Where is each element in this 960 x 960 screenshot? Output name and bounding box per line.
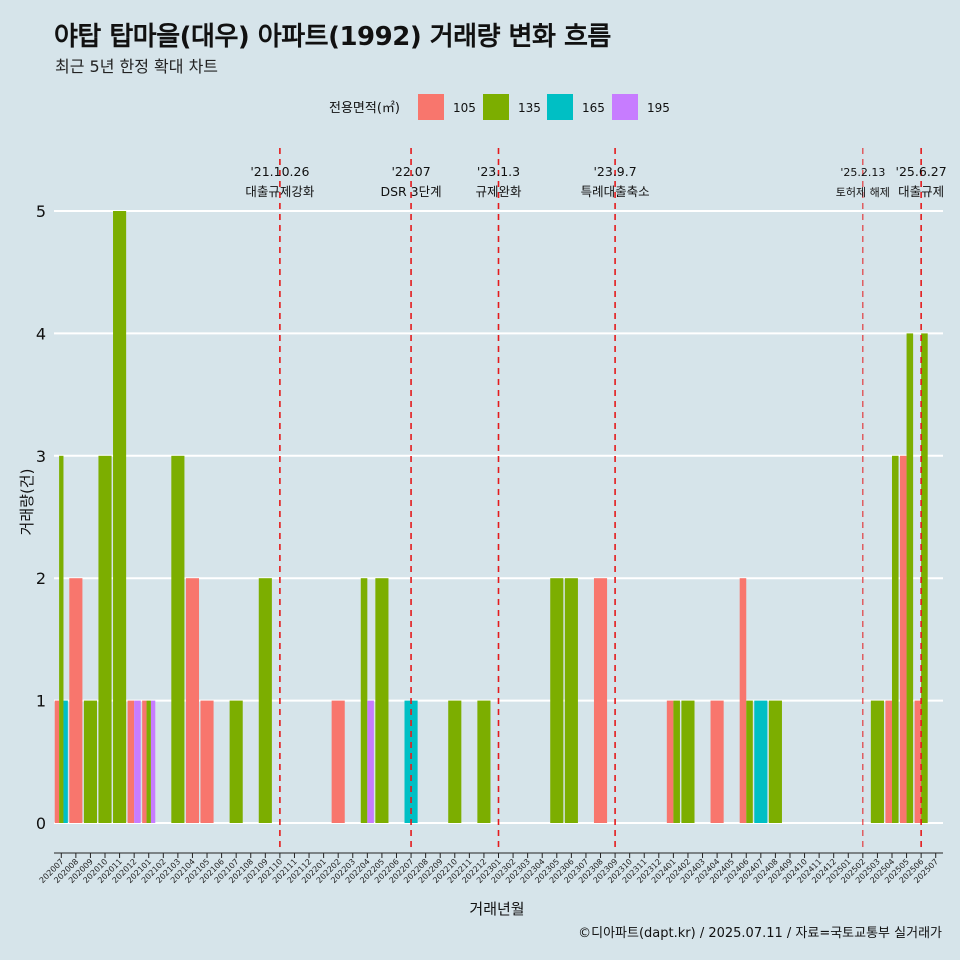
legend-label-105: 105 (453, 101, 476, 115)
bar-202210-135 (448, 700, 462, 823)
y-tick-label: 5 (36, 202, 46, 221)
bar-202306-135 (564, 578, 578, 823)
x-axis-label: 거래년월 (469, 900, 524, 918)
bar-202103-135 (171, 455, 185, 823)
event-date-label: '23.9.7 (593, 164, 636, 179)
y-tick-label: 0 (36, 814, 46, 833)
event-label: 대출규제 (898, 184, 944, 199)
bar-202407-165 (754, 700, 768, 823)
bar-202012-195 (134, 700, 141, 823)
bar-202202-105 (331, 700, 345, 823)
y-tick-label: 2 (36, 569, 46, 588)
bar-202012-105 (127, 700, 135, 823)
bar-202402-135 (681, 700, 695, 823)
bar-202007-105 (54, 700, 60, 823)
bar-202008-105 (69, 578, 83, 823)
bar-202011-135 (113, 211, 127, 823)
y-tick-label: 4 (36, 324, 46, 343)
legend-key-165 (547, 94, 573, 120)
event-label: 대출규제강화 (245, 184, 315, 199)
bar-202401-105 (666, 700, 674, 823)
y-tick-label: 3 (36, 447, 46, 466)
chart-subtitle: 최근 5년 한정 확대 차트 (55, 57, 219, 76)
bar-202010-135 (98, 455, 112, 823)
bar-202503-135 (870, 700, 884, 823)
bar-202107-135 (229, 700, 243, 823)
bar-202007-135 (59, 455, 64, 823)
bar-202212-135 (477, 700, 491, 823)
bar-202305-135 (550, 578, 564, 823)
bar-202408-135 (768, 700, 782, 823)
legend-title: 전용면적(㎡) (329, 101, 400, 116)
bar-202506-105 (914, 700, 922, 823)
bar-202007-165 (63, 700, 68, 823)
legend-key-135 (483, 94, 509, 120)
bar-202109-135 (258, 578, 272, 823)
legend-label-195: 195 (647, 101, 670, 115)
bar-202506-135 (921, 333, 928, 823)
event-lines: '21.10.26 대출규제강화 '22.07 DSR 3단계 '23.1.3 규제완화 '… (245, 148, 947, 848)
legend-key-105 (418, 94, 444, 120)
bar-202207-165 (404, 700, 418, 823)
event-date-label: '22.07 (391, 164, 430, 179)
bar-202504-135 (891, 455, 899, 823)
bar-202406-135 (746, 700, 753, 823)
event-date-label: '25.2.13 (840, 166, 885, 179)
bar-202101-105 (142, 700, 147, 823)
event-date-label: '25.6.27 (896, 164, 947, 179)
y-axis: 0 1 2 3 4 5 (36, 202, 46, 833)
bar-202105-105 (200, 700, 214, 823)
bar-202505-105 (900, 455, 907, 823)
bar-202204-195 (367, 700, 374, 823)
legend: 전용면적(㎡) 105 135 165 195 (329, 94, 670, 120)
bar-202406-105 (739, 578, 747, 823)
bar-202308-105 (593, 578, 608, 823)
bar-202009-135 (83, 700, 97, 823)
bar-202101-135 (146, 700, 151, 823)
bar-202404-105 (710, 700, 724, 823)
event-date-label: '21.10.26 (250, 164, 309, 179)
y-tick-label: 1 (36, 692, 46, 711)
event-label: 특례대출축소 (581, 184, 650, 199)
bar-202101-195 (150, 700, 156, 823)
source-caption: ©디아파트(dapt.kr) / 2025.07.11 / 자료=국토교통부 실… (578, 926, 942, 941)
bars (54, 211, 928, 823)
bar-202104-105 (185, 578, 200, 823)
bar-202401-135 (673, 700, 680, 823)
legend-key-195 (612, 94, 638, 120)
event-label: 규제완화 (475, 184, 522, 199)
bar-202205-135 (375, 578, 389, 823)
event-label: 토허제 해제 (836, 185, 890, 199)
y-axis-label: 거래량(건) (18, 469, 36, 536)
legend-label-165: 165 (582, 101, 605, 115)
event-date-label: '23.1.3 (477, 164, 520, 179)
bar-202204-135 (360, 578, 368, 823)
x-axis: 2020072020082020092020102020112020122021… (38, 852, 943, 885)
bar-202505-135 (906, 333, 914, 823)
event-label: DSR 3단계 (380, 184, 441, 199)
legend-label-135: 135 (518, 101, 541, 115)
bar-202504-105 (885, 700, 892, 823)
chart-title: 야탑 탑마을(대우) 아파트(1992) 거래량 변화 흐름 (54, 22, 611, 52)
